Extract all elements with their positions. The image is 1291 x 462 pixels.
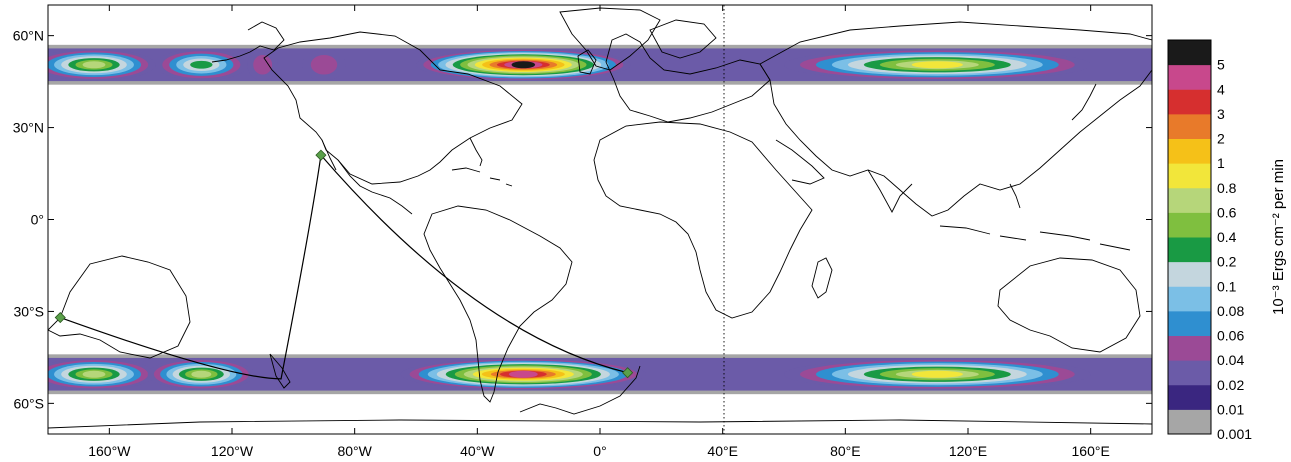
colorbar-level-label: 0.001 bbox=[1217, 426, 1252, 442]
y-tick-label: 30°N bbox=[13, 120, 44, 136]
y-tick-label: 60°S bbox=[13, 395, 44, 411]
colorbar-swatch bbox=[1168, 64, 1211, 90]
colorbar-swatch bbox=[1168, 212, 1211, 238]
colorbar-swatch bbox=[1168, 138, 1211, 164]
colorbar-level-label: 2 bbox=[1217, 131, 1225, 147]
x-tick-label: 160°W bbox=[88, 443, 131, 459]
map-panel: 160°W 120°W 80°W 40°W 0° 40°E 80°E 120°E 160°E 6… bbox=[13, 4, 1153, 459]
x-axis-ticks: 160°W 120°W 80°W 40°W 0° 40°E 80°E 120°E 160°E bbox=[88, 5, 1110, 459]
y-tick-label: 30°S bbox=[13, 303, 44, 319]
coastline-india bbox=[867, 169, 913, 213]
colorbar-level-label: 0.8 bbox=[1217, 180, 1237, 196]
band-contour bbox=[191, 370, 212, 378]
x-tick-label: 40°E bbox=[707, 443, 738, 459]
coastline-uk bbox=[577, 49, 597, 75]
coastline-philippines bbox=[1009, 183, 1021, 209]
coastline-europe bbox=[605, 33, 771, 123]
coastline-scandinavia bbox=[649, 19, 717, 59]
coastline-indonesia bbox=[939, 225, 1131, 251]
coastline-new-zealand bbox=[269, 353, 291, 389]
path-point-marker bbox=[315, 149, 327, 161]
colorbar-level-label: 0.06 bbox=[1217, 328, 1244, 344]
colorbar-level-label: 4 bbox=[1217, 81, 1225, 97]
coastline-japan bbox=[1071, 83, 1097, 121]
y-tick-label: 60°N bbox=[13, 28, 44, 44]
colorbar-level-label: 5 bbox=[1217, 57, 1225, 73]
colorbar-swatches bbox=[1168, 40, 1211, 435]
coastline-florida bbox=[469, 137, 483, 167]
y-tick-label: 0° bbox=[31, 212, 44, 228]
colorbar-swatch bbox=[1168, 384, 1211, 410]
colorbar-swatch bbox=[1168, 163, 1211, 189]
coastline-madagascar bbox=[811, 257, 833, 299]
coastline-greenland bbox=[559, 7, 661, 71]
coastline-antarctica bbox=[48, 419, 1152, 429]
colorbar-level-label: 0.1 bbox=[1217, 278, 1237, 294]
coastline-africa bbox=[593, 121, 813, 319]
colorbar-swatch bbox=[1168, 409, 1211, 435]
colorbar-level-label: 0.01 bbox=[1217, 401, 1244, 417]
path-point-marker bbox=[54, 311, 66, 324]
coastline-mexico bbox=[337, 159, 413, 215]
band-contour bbox=[253, 54, 273, 75]
band-contour bbox=[190, 60, 213, 69]
colorbar-title: 10⁻³ Ergs cm⁻² per min bbox=[1270, 159, 1287, 315]
colorbar-swatch bbox=[1168, 335, 1211, 361]
colorbar: 0.001 0.01 0.02 0.04 0.06 0.08 0.1 0.2 0.4 0.6 0.8… bbox=[1167, 39, 1287, 442]
flight-path-line bbox=[60, 153, 628, 380]
colorbar-level-label: 0.08 bbox=[1217, 303, 1244, 319]
band-contour bbox=[310, 54, 338, 75]
x-tick-label: 40°W bbox=[460, 443, 495, 459]
x-tick-label: 120°E bbox=[949, 443, 987, 459]
coastline-arabia bbox=[775, 139, 825, 185]
path-point-marker bbox=[622, 367, 634, 379]
band-contour bbox=[911, 370, 963, 378]
colorbar-swatch bbox=[1168, 360, 1211, 386]
x-tick-label: 80°W bbox=[337, 443, 372, 459]
coastline-north-america bbox=[263, 31, 523, 185]
flight-path bbox=[54, 149, 634, 380]
coastline-south-america bbox=[423, 205, 573, 403]
colorbar-level-label: 0.04 bbox=[1217, 352, 1244, 368]
auroral-bands bbox=[48, 44, 1152, 395]
colorbar-swatch bbox=[1168, 89, 1211, 115]
band-contour bbox=[82, 61, 106, 69]
colorbar-labels: 0.001 0.01 0.02 0.04 0.06 0.08 0.1 0.2 0.4 0.6 0.8… bbox=[1217, 57, 1252, 442]
x-tick-label: 80°E bbox=[830, 443, 861, 459]
x-tick-label: 160°E bbox=[1072, 443, 1110, 459]
band-contour bbox=[82, 370, 106, 378]
coastline-antarctic-peninsula bbox=[519, 365, 641, 415]
colorbar-swatch bbox=[1168, 40, 1211, 66]
colorbar-level-label: 0.6 bbox=[1217, 204, 1237, 220]
band-contour bbox=[511, 61, 536, 69]
colorbar-swatch bbox=[1168, 237, 1211, 263]
colorbar-level-label: 0.02 bbox=[1217, 377, 1244, 393]
colorbar-level-label: 3 bbox=[1217, 106, 1225, 122]
band-contour bbox=[508, 370, 538, 378]
colorbar-level-label: 0.4 bbox=[1217, 229, 1237, 245]
coastline-asia bbox=[759, 21, 1152, 217]
colorbar-level-label: 0.2 bbox=[1217, 254, 1237, 270]
coastline-baja bbox=[321, 139, 337, 171]
coastline-alaska bbox=[211, 21, 285, 63]
colorbar-swatch bbox=[1168, 187, 1211, 213]
colorbar-level-label: 1 bbox=[1217, 155, 1225, 171]
band-contour bbox=[911, 61, 963, 69]
colorbar-frame bbox=[1167, 39, 1212, 435]
coastline-australia-west-wrap bbox=[48, 255, 191, 359]
y-axis-ticks: 60°N 30°N 0° 30°S 60°S bbox=[13, 28, 1152, 411]
colorbar-swatch bbox=[1168, 310, 1211, 336]
coastlines bbox=[48, 7, 1152, 429]
x-tick-label: 0° bbox=[593, 443, 606, 459]
coastline-caribbean bbox=[451, 167, 513, 187]
coastline-australia bbox=[997, 257, 1141, 353]
colorbar-swatch bbox=[1168, 113, 1211, 139]
x-tick-label: 120°W bbox=[211, 443, 254, 459]
colorbar-swatch bbox=[1168, 261, 1211, 287]
colorbar-swatch bbox=[1168, 286, 1211, 312]
